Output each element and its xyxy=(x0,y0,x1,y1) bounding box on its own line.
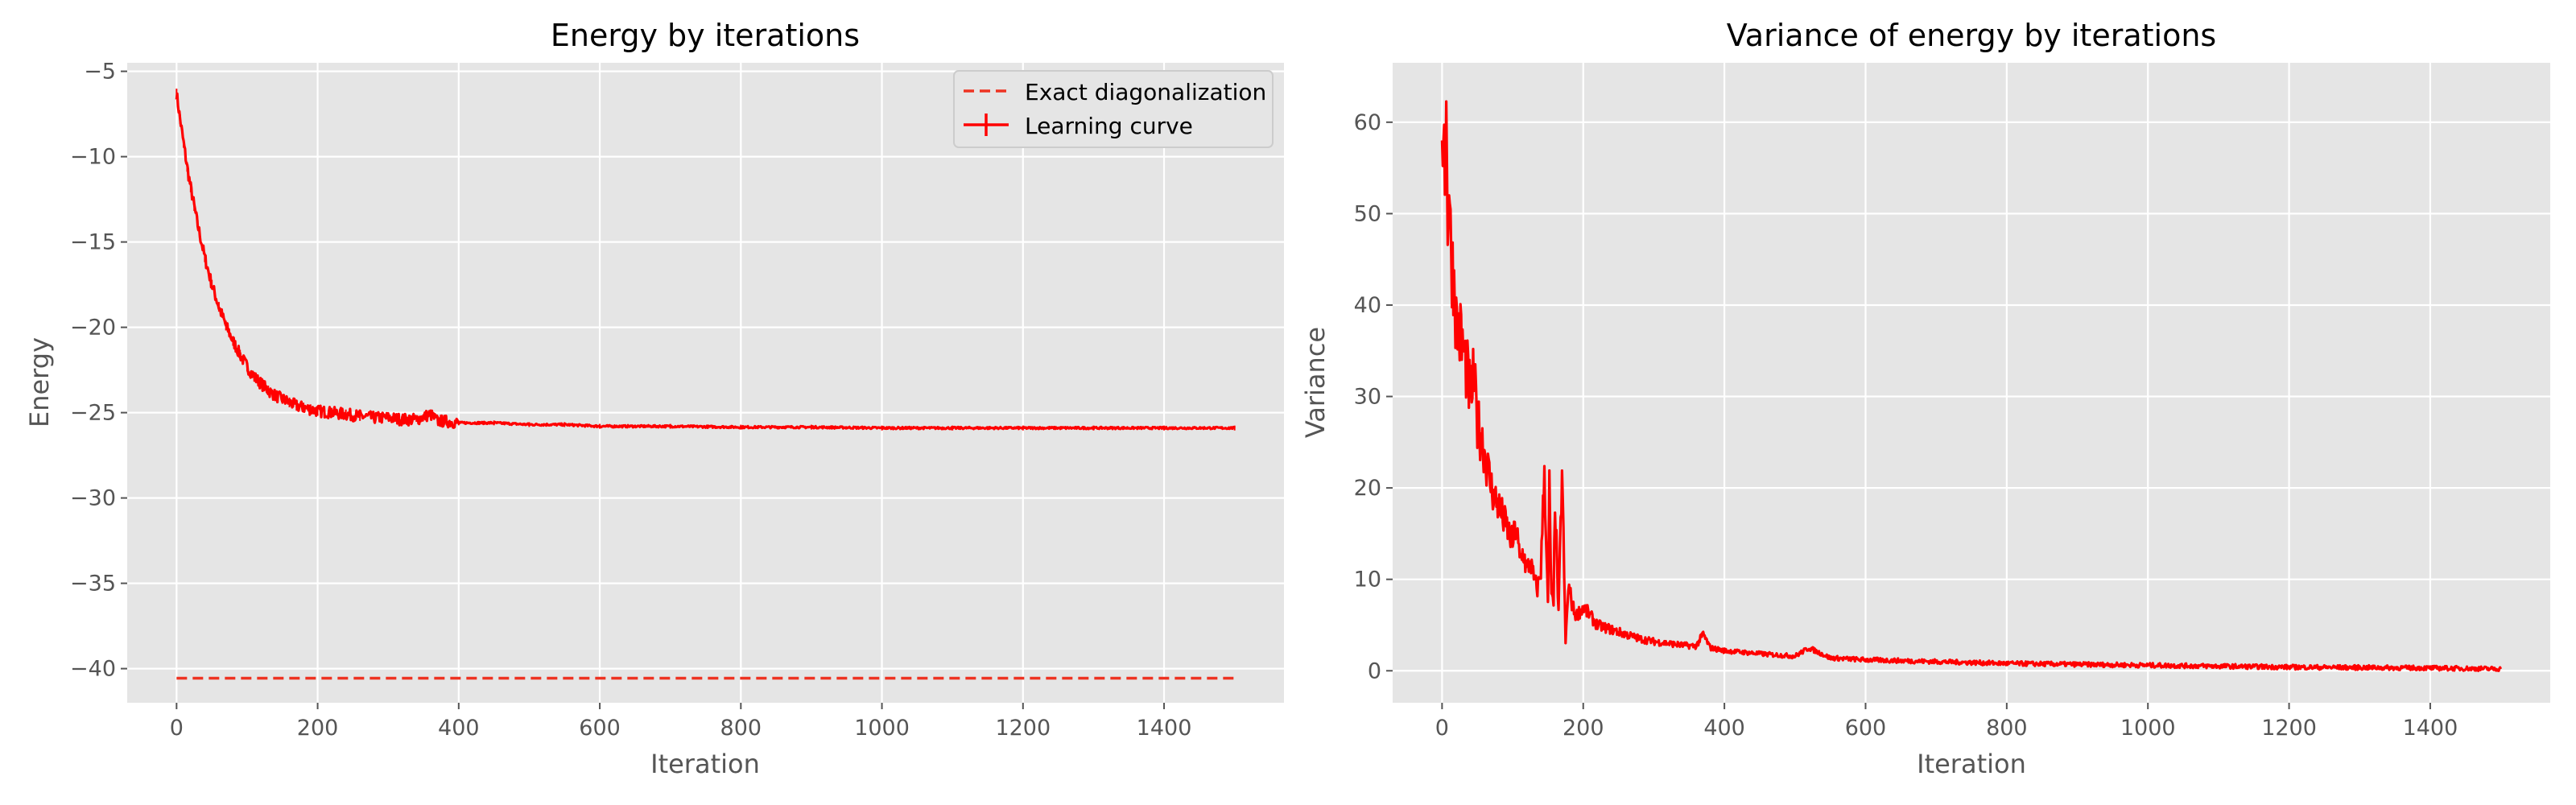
energy-y-tick-label: −15 xyxy=(70,230,116,255)
energy-series-line xyxy=(175,92,1236,431)
variance-x-tick-label: 1200 xyxy=(2261,716,2317,741)
energy-chart: 0 200 400 600 800 1000 1200 1400 −5 −10 −15 −20 −25 −… xyxy=(24,18,1284,779)
energy-x-tick-label: 400 xyxy=(438,716,480,741)
variance-y-axis-label: Variance xyxy=(1300,327,1331,438)
energy-y-tick-label: −30 xyxy=(70,486,116,511)
legend-label-exact: Exact diagonalization xyxy=(1025,79,1266,105)
energy-x-axis-label: Iteration xyxy=(650,749,760,779)
variance-x-tick-label: 600 xyxy=(1845,716,1887,741)
variance-y-tick-label: 50 xyxy=(1354,201,1381,226)
legend-box xyxy=(953,70,1274,148)
legend-label-learning: Learning curve xyxy=(1025,113,1193,139)
energy-x-tick-label: 0 xyxy=(170,716,184,741)
variance-chart-title: Variance of energy by iterations xyxy=(1727,18,2216,53)
variance-y-tick-label: 0 xyxy=(1368,658,1381,683)
energy-y-tick-label: −10 xyxy=(70,145,116,170)
energy-legend: Exact diagonalization Learning curve xyxy=(953,70,1274,148)
variance-y-tick-label: 60 xyxy=(1354,110,1381,135)
variance-x-axis-label: Iteration xyxy=(1917,749,2026,779)
energy-x-tick-label: 1000 xyxy=(854,716,910,741)
variance-series-marks xyxy=(1440,100,2503,672)
variance-y-tick-label: 10 xyxy=(1354,568,1381,592)
energy-chart-title: Energy by iterations xyxy=(551,18,860,53)
energy-tick-labels: 0 200 400 600 800 1000 1200 1400 −5 −10 −15 −20 −25 −… xyxy=(70,60,1191,741)
variance-y-tick-label: 20 xyxy=(1354,476,1381,501)
variance-y-tick-label: 40 xyxy=(1354,293,1381,318)
energy-y-tick-label: −35 xyxy=(70,572,116,597)
variance-x-tick-label: 1000 xyxy=(2120,716,2176,741)
variance-y-tick-label: 30 xyxy=(1354,385,1381,410)
variance-x-tick-label: 0 xyxy=(1435,716,1449,741)
energy-x-tick-label: 1400 xyxy=(1137,716,1192,741)
variance-x-tick-label: 800 xyxy=(1986,716,2028,741)
energy-y-tick-label: −20 xyxy=(70,316,116,341)
energy-y-tick-label: −25 xyxy=(70,401,116,426)
energy-x-tick-label: 600 xyxy=(579,716,621,741)
variance-chart: 0 200 400 600 800 1000 1200 1400 0 10 20 30 40 50 60 V… xyxy=(1300,18,2550,779)
energy-y-axis-label: Energy xyxy=(24,337,55,427)
energy-series-marks xyxy=(175,89,1236,680)
variance-x-tick-label: 200 xyxy=(1563,716,1604,741)
energy-plot-area xyxy=(127,63,1284,703)
energy-x-tick-label: 800 xyxy=(720,716,762,741)
energy-y-tick-label: −5 xyxy=(84,60,116,85)
variance-plot-area xyxy=(1393,63,2550,703)
variance-x-tick-label: 1400 xyxy=(2403,716,2458,741)
variance-series-line xyxy=(1440,100,2503,672)
energy-x-tick-label: 1200 xyxy=(995,716,1051,741)
energy-x-tick-label: 200 xyxy=(297,716,339,741)
energy-y-tick-label: −40 xyxy=(70,657,116,682)
variance-x-tick-label: 400 xyxy=(1703,716,1745,741)
energy-grid xyxy=(127,63,1284,703)
variance-grid xyxy=(1393,63,2550,703)
variance-tick-labels: 0 200 400 600 800 1000 1200 1400 0 10 20 30 40 50 60 xyxy=(1354,110,2458,741)
